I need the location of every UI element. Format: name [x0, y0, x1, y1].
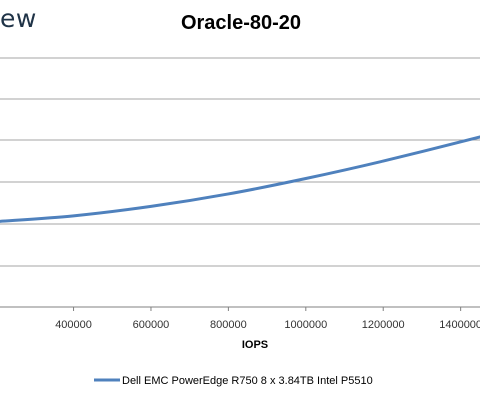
logo-text-fragment: ew — [0, 4, 37, 33]
x-tick-label: 600000 — [133, 319, 170, 331]
x-tick-label: 1200000 — [362, 319, 405, 331]
x-tick-label: 800000 — [210, 319, 247, 331]
x-axis-ticks: 400000 600000 800000 1000000 1200000 1400000 — [55, 307, 480, 331]
x-tick-label: 1400000 — [439, 319, 480, 331]
chart-title: Oracle-80-20 — [180, 12, 302, 34]
series-group — [0, 135, 480, 223]
gridlines — [0, 57, 480, 267]
x-axis-title: IOPS — [242, 339, 268, 351]
legend-label: Dell EMC PowerEdge R750 8 x 3.84TB Intel… — [122, 375, 373, 387]
series-line — [0, 135, 480, 223]
x-tick-label: 1000000 — [284, 319, 327, 331]
legend: Dell EMC PowerEdge R750 8 x 3.84TB Intel… — [94, 375, 373, 387]
x-tick-label: 400000 — [55, 319, 92, 331]
